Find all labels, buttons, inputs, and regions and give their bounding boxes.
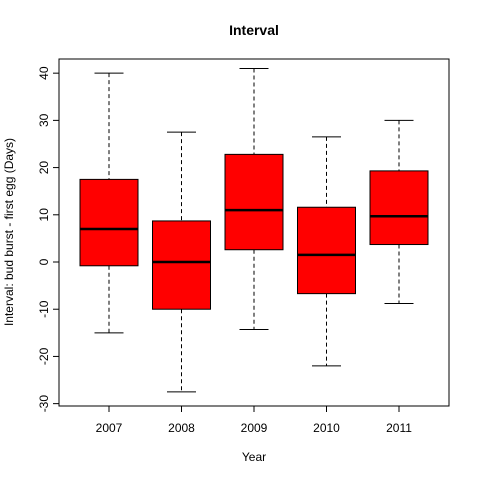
- x-tick-label: 2007: [96, 421, 123, 435]
- y-tick-label: 40: [37, 66, 51, 80]
- box-2007: [79, 72, 139, 334]
- x-tick-label: 2011: [386, 421, 412, 435]
- y-tick-label: 0: [37, 258, 51, 265]
- x-axis-label: Year: [242, 450, 266, 464]
- box-body: [297, 206, 356, 295]
- box-body: [369, 170, 429, 246]
- y-tick-label: -10: [37, 300, 51, 318]
- box-2011: [369, 119, 429, 305]
- x-axis: 2007 2008 2009 2010 2011: [96, 405, 412, 435]
- box-series: [79, 67, 429, 393]
- box-body: [79, 178, 139, 267]
- y-tick-label: 20: [37, 161, 51, 175]
- x-tick-label: 2010: [313, 421, 340, 435]
- box-2008: [152, 131, 211, 393]
- chart-title: Interval: [229, 22, 279, 38]
- y-tick-label: 30: [37, 113, 51, 127]
- y-tick-label: -20: [37, 347, 51, 365]
- y-axis: -30 -20 -10 0 10 20 30 40: [37, 66, 60, 413]
- y-axis-label: Interval: bud burst - first egg (Days): [2, 138, 16, 326]
- y-tick-label: -30: [37, 395, 51, 413]
- box-2010: [297, 136, 356, 367]
- x-tick-label: 2009: [241, 421, 268, 435]
- box-2009: [224, 67, 284, 331]
- box-body: [224, 153, 284, 251]
- box-body: [152, 220, 211, 310]
- y-tick-label: 10: [37, 208, 51, 222]
- x-tick-label: 2008: [168, 421, 195, 435]
